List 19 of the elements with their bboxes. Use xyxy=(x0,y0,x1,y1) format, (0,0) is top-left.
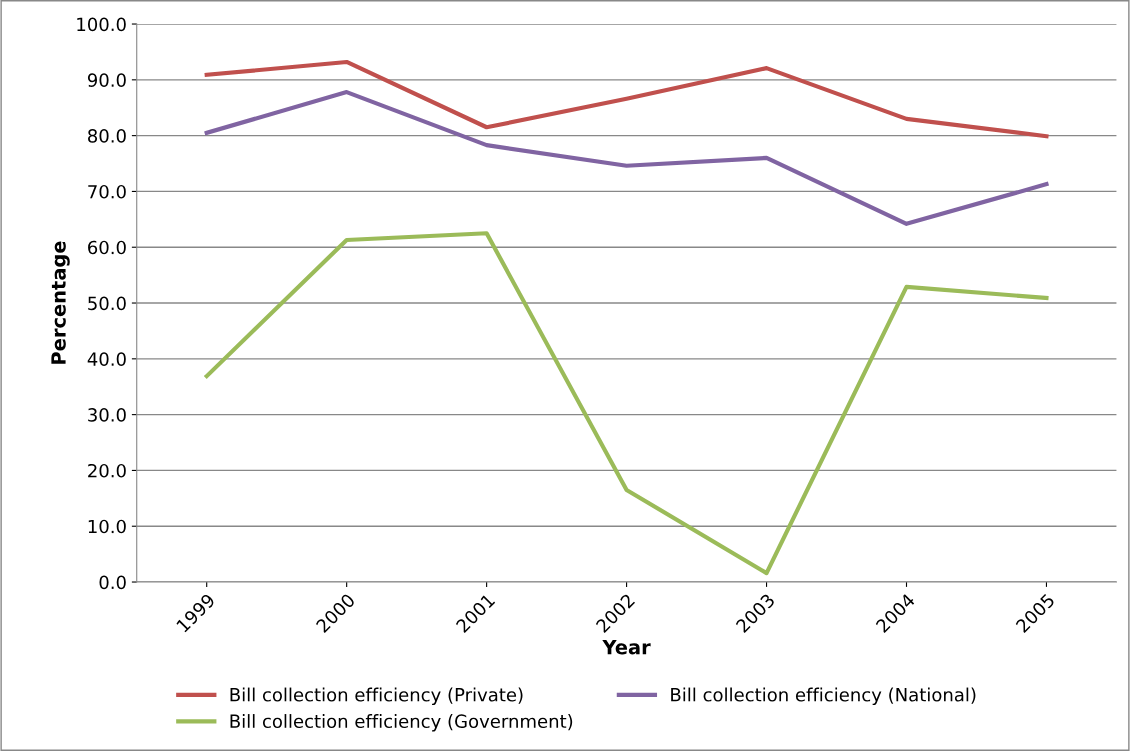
y-tick-label: 10.0 xyxy=(88,519,126,534)
legend-label: Bill collection efficiency (National) xyxy=(671,687,976,706)
y-tick-label: 60.0 xyxy=(88,240,126,255)
y-tick-label: 100.0 xyxy=(77,17,126,32)
y-tick-label: 70.0 xyxy=(88,184,126,199)
y-tick-label: 0.0 xyxy=(99,575,126,590)
y-tick-label: 50.0 xyxy=(88,296,126,311)
y-tick-label: 20.0 xyxy=(88,463,126,478)
line-series xyxy=(204,59,1049,139)
legend-label: Bill collection efficiency (Private) xyxy=(230,687,523,706)
legend-label: Bill collection efficiency (Government) xyxy=(230,714,573,732)
line-series xyxy=(204,231,1049,576)
y-tick-label: 30.0 xyxy=(88,408,126,422)
x-axis-title: Year xyxy=(602,639,651,655)
y-tick-label: 40.0 xyxy=(87,352,126,366)
line-series xyxy=(204,90,1049,226)
y-tick-label: 80.0 xyxy=(88,129,126,143)
y-tick-label: 90.0 xyxy=(87,73,126,87)
y-axis-title: Percentage xyxy=(51,241,70,364)
